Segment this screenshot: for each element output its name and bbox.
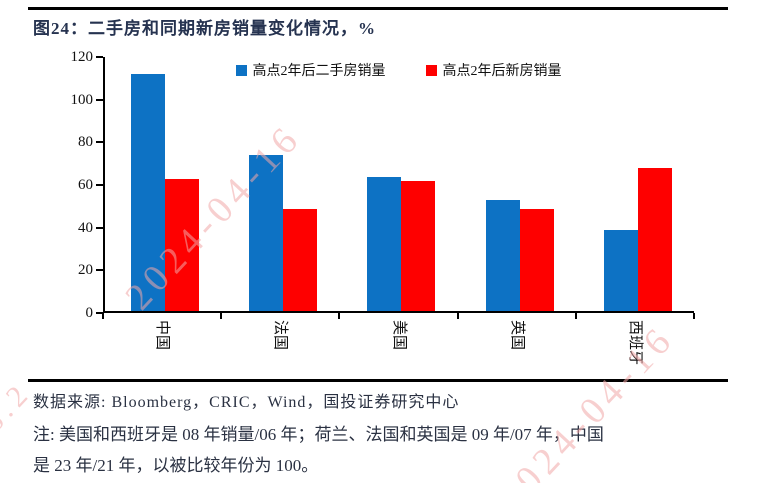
y-axis-tick-label: 100 [70, 91, 94, 108]
bar-newhome-英国 [519, 208, 554, 311]
chart-legend: 高点2年后二手房销量 高点2年后新房销量 [103, 60, 694, 80]
x-axis-category-label: 英国 [508, 320, 525, 351]
bar-secondhand-英国 [485, 200, 520, 311]
top-divider-line [28, 7, 728, 10]
bar-secondhand-西班牙 [603, 229, 638, 311]
bar-secondhand-中国 [131, 74, 165, 311]
y-axis-tick-mark [96, 226, 103, 229]
y-axis-tick-label: 80 [78, 134, 93, 151]
footnote-line-1: 注: 美国和西班牙是 08 年销量/06 年；荷兰、法国和英国是 09 年/07… [33, 425, 604, 444]
x-axis-tick-mark [338, 313, 341, 319]
y-axis-tick-mark [96, 184, 103, 186]
bar-secondhand-美国 [367, 176, 402, 311]
bar-secondhand-法国 [249, 155, 284, 311]
data-source-text: 数据来源: Bloomberg，CRIC，Wind，国投证券研究中心 [33, 394, 460, 411]
legend-swatch-blue-icon [235, 64, 247, 76]
legend-label-newhome: 高点2年后新房销量 [442, 64, 562, 79]
y-axis-tick-mark [96, 98, 103, 101]
y-axis-tick-label: 120 [70, 49, 94, 65]
bar-newhome-中国 [165, 178, 199, 311]
bar-newhome-法国 [283, 208, 318, 311]
plot-area [103, 57, 694, 313]
bar-newhome-西班牙 [637, 168, 672, 311]
x-axis-tick-mark [102, 313, 104, 319]
bar-newhome-美国 [401, 180, 436, 311]
y-axis-tick-label: 60 [78, 177, 93, 193]
x-axis-tick-mark [456, 313, 459, 319]
legend-swatch-red-icon [425, 64, 437, 76]
x-axis-category-label: 法国 [272, 320, 289, 351]
legend-label-secondhand: 高点2年后二手房销量 [252, 64, 386, 79]
y-axis-tick-mark [96, 269, 103, 272]
y-axis-tick-label: 20 [78, 262, 93, 279]
legend-item-newhome: 高点2年后新房销量 [425, 60, 562, 80]
x-axis-tick-mark [574, 313, 577, 319]
y-axis-tick-mark [96, 56, 103, 58]
legend-item-secondhand: 高点2年后二手房销量 [235, 60, 386, 80]
footnote-line-2: 是 23 年/21 年，以被比较年份为 100。 [33, 456, 319, 475]
figure-title: 图24：二手房和同期新房销量变化情况，% [33, 19, 376, 38]
x-axis-category-label: 美国 [390, 320, 407, 351]
y-axis-tick-label: 40 [78, 219, 93, 236]
x-axis-tick-mark [693, 313, 695, 319]
x-axis-category-label: 西班牙 [626, 320, 643, 366]
y-axis-tick-mark [96, 141, 103, 144]
x-axis-category-label: 中国 [154, 320, 171, 351]
footer-divider-line [28, 379, 728, 382]
y-axis-tick-label: 0 [85, 305, 94, 321]
y-axis-tick-mark [96, 312, 103, 314]
x-axis-tick-mark [220, 313, 223, 319]
